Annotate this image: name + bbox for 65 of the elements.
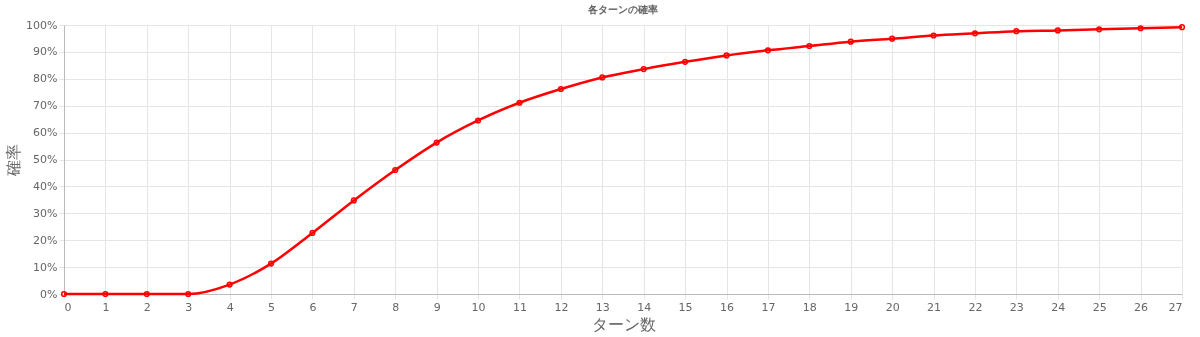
- point: [1137, 25, 1144, 32]
- point: [309, 229, 316, 237]
- point: [930, 32, 937, 39]
- x-tick-label: 4: [226, 300, 234, 314]
- y-tick-label: 100%: [26, 18, 58, 32]
- x-tick-label: 18: [802, 300, 817, 314]
- point: [847, 38, 854, 45]
- x-tick-label: 21: [927, 300, 942, 314]
- x-tick-label: 12: [554, 300, 569, 314]
- x-tick-label: 10: [471, 300, 486, 314]
- x-tick-label: 13: [595, 300, 610, 314]
- x-tick-label: 7: [350, 300, 358, 314]
- x-tick-label: 19: [844, 300, 859, 314]
- x-tick-label: 23: [1009, 300, 1024, 314]
- x-axis-title: ターン数: [591, 314, 656, 334]
- x-tick-label: 3: [185, 300, 193, 314]
- point: [557, 85, 564, 93]
- y-tick-label: 50%: [33, 153, 58, 166]
- point: [474, 117, 482, 124]
- point: [1013, 28, 1020, 35]
- point: [764, 47, 772, 54]
- point: [640, 66, 647, 73]
- point: [889, 35, 896, 42]
- y-axis-title: 確率: [4, 144, 24, 177]
- x-tick-label: 17: [761, 300, 776, 314]
- point: [267, 260, 275, 267]
- y-tick-label: 20%: [33, 233, 58, 247]
- point: [392, 166, 399, 174]
- x-tick-label: 11: [512, 300, 527, 314]
- x-tick-label: 1: [102, 300, 110, 314]
- point: [682, 58, 689, 65]
- point: [1096, 26, 1103, 33]
- x-tick-label: 16: [720, 300, 735, 314]
- point: [1054, 27, 1061, 34]
- y-tick-label: 0%: [40, 287, 58, 301]
- x-tick-label: 15: [678, 300, 693, 314]
- point: [806, 42, 813, 50]
- y-tick-label: 30%: [33, 206, 58, 220]
- x-tick-label: 25: [1092, 300, 1107, 314]
- point: [971, 30, 979, 37]
- x-tick-label: 26: [1134, 300, 1149, 314]
- x-tick-label: 22: [968, 300, 983, 314]
- x-tick-label: 2: [143, 300, 151, 314]
- x-tick-label: 0: [64, 300, 72, 314]
- y-tick-label: 10%: [33, 260, 58, 274]
- point: [433, 139, 440, 146]
- x-tick-label: 20: [885, 300, 900, 314]
- y-tick-label: 60%: [33, 126, 58, 140]
- point: [723, 52, 730, 59]
- x-tick-label: 24: [1051, 300, 1066, 314]
- chart-title: 各ターンの確率: [587, 4, 658, 15]
- x-tick-label: 5: [268, 300, 276, 314]
- y-tick-label: 40%: [33, 179, 58, 193]
- point: [350, 197, 357, 204]
- x-tick-label: 27: [1168, 300, 1183, 314]
- point: [599, 74, 606, 81]
- y-tick-label: 70%: [33, 99, 58, 113]
- point: [516, 99, 523, 106]
- x-tick-label: 6: [309, 300, 317, 314]
- x-tick-label: 14: [637, 300, 652, 314]
- y-tick-label: 80%: [33, 72, 58, 86]
- x-tick-label: 8: [392, 300, 400, 314]
- point: [226, 281, 233, 288]
- x-tick-label: 9: [433, 300, 441, 314]
- y-tick-label: 90%: [33, 45, 58, 59]
